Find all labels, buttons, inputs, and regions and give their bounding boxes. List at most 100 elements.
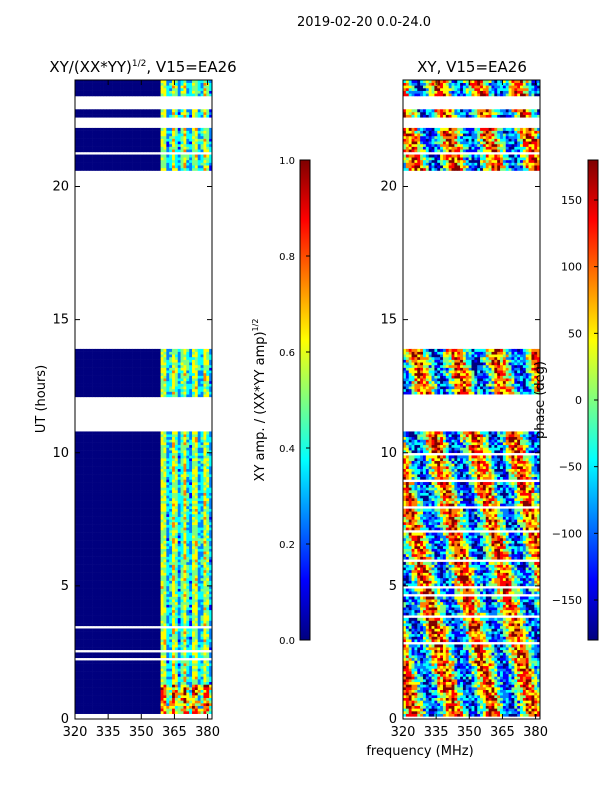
heatmap-cell [112, 703, 116, 706]
heatmap-cell [200, 604, 204, 608]
heatmap-cell [75, 479, 79, 483]
heatmap-cell [134, 703, 139, 706]
heatmap-cell [186, 516, 190, 520]
heatmap-cell [180, 466, 184, 470]
heatmap-cell [154, 588, 159, 592]
heatmap-cell [109, 604, 113, 608]
heatmap-cell [149, 644, 153, 648]
heatmap-cell [137, 684, 141, 688]
heatmap-cell [186, 548, 190, 552]
heatmap-cell [109, 431, 113, 435]
heatmap-cell [89, 553, 93, 557]
heatmap-cell [163, 601, 167, 605]
heatmap-cell [177, 455, 181, 459]
heatmap-cell [129, 596, 133, 600]
heatmap-cell [206, 705, 210, 709]
heatmap-cell [129, 636, 133, 640]
heatmap-cell [197, 564, 201, 568]
heatmap-cell [86, 580, 90, 584]
heatmap-cell [197, 537, 201, 541]
heatmap-cell [117, 532, 121, 536]
heatmap-cell [172, 471, 176, 475]
heatmap-cell [177, 503, 181, 507]
heatmap-cell [206, 468, 210, 472]
heatmap-cell [103, 609, 107, 613]
heatmap-cell [80, 665, 84, 669]
heatmap-cell [83, 705, 87, 709]
heatmap-cell [180, 498, 184, 501]
heatmap-cell [169, 468, 173, 472]
heatmap-cell [157, 644, 161, 648]
heatmap-cell [197, 636, 201, 640]
heatmap-cell [126, 503, 130, 507]
heatmap-cell [172, 561, 176, 565]
heatmap-cell [109, 663, 113, 667]
heatmap-cell [209, 495, 212, 499]
heatmap-cell [183, 540, 187, 544]
heatmap-cell [172, 620, 176, 624]
heatmap-cell [86, 551, 90, 555]
heatmap-cell [123, 705, 127, 709]
heatmap-cell [143, 452, 147, 456]
heatmap-cell [189, 628, 193, 632]
heatmap-cell [203, 551, 207, 555]
heatmap-cell [75, 442, 79, 446]
heatmap-cell [114, 580, 119, 584]
heatmap-cell [152, 548, 156, 552]
heatmap-cell [97, 492, 101, 496]
heatmap-cell [134, 631, 139, 635]
heatmap-cell [163, 511, 167, 515]
heatmap-cell [77, 444, 81, 448]
heatmap-cell [192, 492, 196, 496]
heatmap-cell [86, 503, 90, 507]
heatmap-cell [94, 673, 99, 677]
heatmap-cell [89, 580, 93, 584]
heatmap-cell [112, 452, 116, 456]
heatmap-cell [149, 601, 153, 605]
heatmap-cell [169, 503, 173, 507]
heatmap-cell [174, 495, 179, 499]
heatmap-cell [149, 447, 153, 451]
heatmap-cell [143, 599, 147, 603]
heatmap-cell [194, 466, 199, 470]
heatmap-cell [132, 490, 136, 493]
heatmap-cell [180, 591, 184, 595]
heatmap-cell [200, 663, 204, 667]
heatmap-cell [97, 431, 101, 435]
heatmap-cell [169, 665, 173, 669]
heatmap-cell [200, 474, 204, 478]
heatmap-cell [183, 577, 187, 581]
heatmap-cell [157, 532, 161, 536]
heatmap-cell [83, 500, 87, 504]
heatmap-cell [75, 559, 79, 563]
heatmap-cell [163, 700, 167, 704]
heatmap-cell [77, 513, 81, 517]
heatmap-cell [149, 604, 153, 608]
heatmap-cell [169, 436, 173, 440]
heatmap-cell [192, 639, 196, 643]
heatmap-cell [94, 439, 99, 443]
heatmap-cell [100, 490, 104, 493]
heatmap-cell [97, 524, 101, 528]
heatmap-cell [106, 689, 110, 693]
heatmap-cell [177, 697, 181, 701]
heatmap-cell [114, 689, 119, 693]
heatmap-cell [134, 444, 139, 448]
heatmap-cell [177, 612, 181, 616]
heatmap-cell [200, 471, 204, 475]
heatmap-cell [189, 447, 193, 451]
heatmap-cell [180, 609, 184, 613]
heatmap-cell [166, 617, 170, 621]
heatmap-cell [194, 482, 199, 485]
heatmap-cell [174, 591, 179, 595]
heatmap-cell [109, 524, 113, 528]
heatmap-cell [75, 633, 79, 637]
heatmap-cell [172, 591, 176, 595]
heatmap-cell [100, 447, 104, 451]
heatmap-cell [186, 665, 190, 669]
heatmap-cell [194, 599, 199, 603]
heatmap-cell [100, 519, 104, 523]
heatmap-cell [183, 513, 187, 517]
heatmap-cell [172, 455, 176, 459]
heatmap-cell [100, 663, 104, 667]
